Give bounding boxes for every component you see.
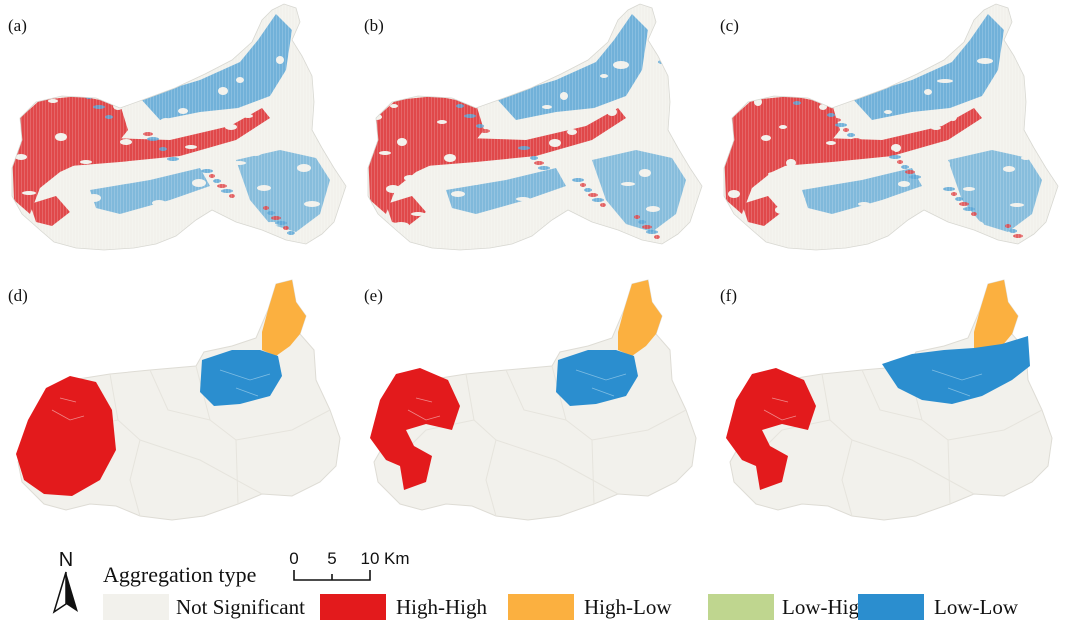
high-low-cluster (974, 280, 1018, 356)
low-low-cluster (200, 350, 282, 406)
legend-label-high-high: High-High (396, 595, 487, 619)
map-legend: N Aggregation type 0 5 10 Km Not Signifi… (0, 540, 1065, 623)
map-panel-c: (c) (712, 0, 1062, 260)
cluster-map-a (11, 3, 347, 251)
map-panel-a: (a) (0, 0, 350, 260)
high-high-cluster (16, 376, 116, 496)
swatch-not-significant (103, 594, 169, 620)
scale-tick-0: 0 (289, 549, 298, 568)
map-panel-b: (b) (356, 0, 706, 260)
legend-title: Aggregation type (103, 562, 257, 587)
map-panel-d: (d) (0, 270, 350, 530)
panel-label-d: (d) (8, 286, 28, 305)
north-arrow-icon: N (52, 549, 78, 614)
cluster-map-c (723, 3, 1059, 251)
swatch-high-high (320, 594, 386, 620)
swatch-high-low (508, 594, 574, 620)
panel-label-b: (b) (364, 16, 384, 35)
panel-label-a: (a) (8, 16, 27, 35)
scale-tick-5: 5 (327, 549, 336, 568)
scale-unit: Km (384, 549, 410, 568)
swatch-low-high (708, 594, 774, 620)
legend-label-not-significant: Not Significant (176, 595, 305, 619)
panel-label-f: (f) (720, 286, 737, 305)
high-high-cluster (370, 368, 460, 490)
high-low-cluster (618, 280, 662, 356)
map-panel-f: (f) (712, 270, 1062, 530)
cluster-map-e (370, 279, 697, 521)
low-low-cluster (882, 336, 1030, 404)
panel-label-e: (e) (364, 286, 383, 305)
cluster-map-b (367, 3, 703, 251)
legend-label-high-low: High-Low (584, 595, 672, 619)
scale-bar: 0 5 10 Km (289, 549, 410, 581)
legend-label-low-low: Low-Low (934, 595, 1018, 619)
high-low-cluster (262, 280, 306, 356)
legend-label-low-high: Low-High (782, 595, 870, 619)
swatch-low-low (858, 594, 924, 620)
high-high-cluster (726, 368, 816, 490)
panel-label-c: (c) (720, 16, 739, 35)
low-low-cluster (556, 350, 638, 406)
cluster-map-d (16, 279, 341, 521)
scale-tick-10: 10 (361, 549, 380, 568)
map-panel-e: (e) (356, 270, 706, 530)
north-label: N (59, 549, 73, 571)
cluster-map-f (726, 279, 1053, 521)
